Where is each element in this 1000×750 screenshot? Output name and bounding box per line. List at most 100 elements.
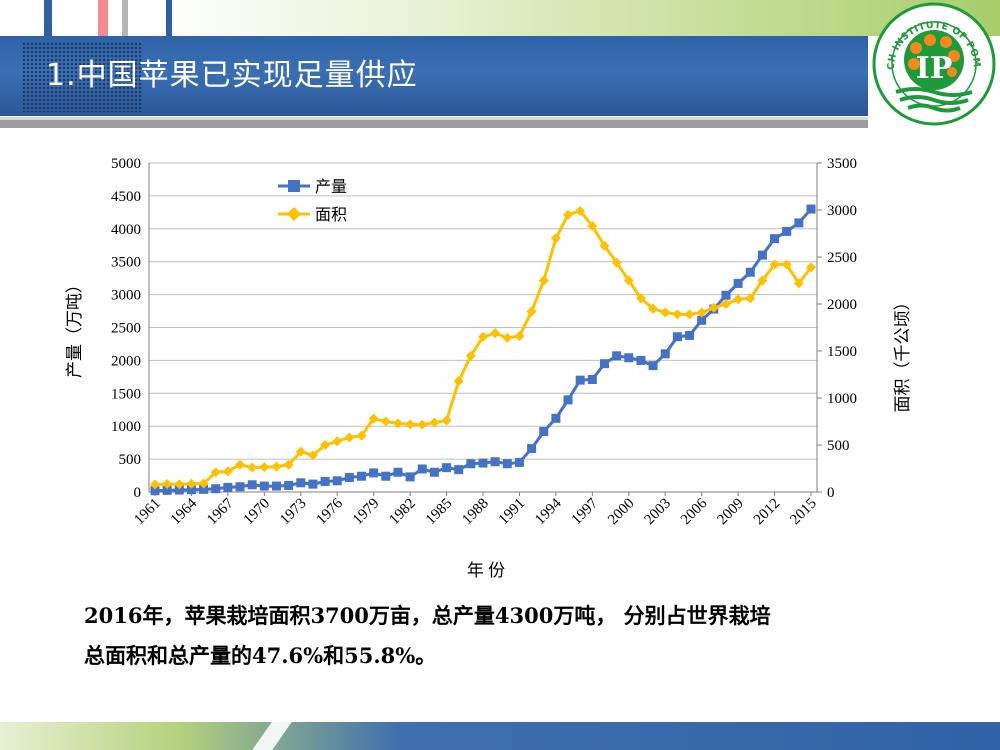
y-right-tick-label: 0 xyxy=(827,485,835,501)
production-point xyxy=(174,485,184,495)
y-right-tick-label: 500 xyxy=(827,438,850,454)
area-line xyxy=(154,209,813,486)
production-point xyxy=(454,465,464,475)
area-point xyxy=(283,459,294,470)
production-point xyxy=(660,349,670,359)
area-point xyxy=(332,436,343,447)
production-point xyxy=(502,459,512,469)
production-point xyxy=(539,426,549,436)
production-point xyxy=(466,459,476,469)
area-point xyxy=(465,350,476,361)
area-point xyxy=(186,478,197,489)
production-point xyxy=(442,463,452,473)
y-left-tick-label: 5000 xyxy=(111,156,141,172)
caption-line: 总面积和总产量的47.6%和55.8%。 xyxy=(84,643,437,668)
production-point xyxy=(332,476,342,486)
production-point xyxy=(514,457,524,467)
y-left-tick-label: 1000 xyxy=(111,419,141,435)
area-point xyxy=(162,479,173,490)
production-point xyxy=(599,359,609,369)
area-point xyxy=(307,450,318,461)
production-point xyxy=(733,278,743,288)
production-point xyxy=(259,481,269,491)
x-tick-label: 2006 xyxy=(678,495,711,528)
area-point xyxy=(502,332,513,343)
area-point xyxy=(611,257,622,268)
area-point xyxy=(210,467,221,478)
production-point xyxy=(308,479,318,489)
production-point xyxy=(527,444,537,454)
y-left-tick-label: 3000 xyxy=(111,288,141,304)
x-tick-label: 1991 xyxy=(496,496,529,529)
top-stripe xyxy=(98,0,108,36)
production-point xyxy=(757,250,767,260)
area-point xyxy=(720,299,731,309)
y-left-tick-label: 0 xyxy=(134,485,142,501)
y-left-tick-label: 4000 xyxy=(111,222,141,238)
y-right-tick-label: 1000 xyxy=(827,391,857,407)
area-point xyxy=(174,479,185,490)
gridlines xyxy=(149,162,817,493)
area-point xyxy=(356,430,367,441)
production-point xyxy=(587,374,597,384)
x-tick-label: 2009 xyxy=(714,496,747,529)
area-point xyxy=(708,302,719,313)
production-point xyxy=(296,478,306,488)
area-point xyxy=(198,478,209,489)
production-point xyxy=(271,481,281,491)
x-tick-label: 1985 xyxy=(423,496,456,529)
y-left-tick-label: 2000 xyxy=(111,353,141,369)
production-point xyxy=(636,355,646,365)
area-point xyxy=(599,240,610,251)
x-tick-label: 1979 xyxy=(350,496,383,529)
title-dot-pattern xyxy=(22,42,142,112)
y-left-tick-label: 2500 xyxy=(111,321,141,337)
production-point xyxy=(612,351,622,361)
production-point xyxy=(794,218,804,228)
area-point xyxy=(344,432,355,443)
y-right-tick-label: 2500 xyxy=(827,250,857,266)
x-tick-label: 1997 xyxy=(569,495,602,528)
production-point xyxy=(199,484,209,494)
area-point xyxy=(526,306,537,317)
x-axis-label: 年 份 xyxy=(467,561,505,580)
page-title: 1.中国苹果已实现足量供应 xyxy=(46,58,418,93)
area-point xyxy=(368,413,379,424)
legend-marker-production xyxy=(288,180,300,192)
production-point xyxy=(551,413,561,423)
legend-marker-area xyxy=(287,207,301,221)
divider xyxy=(0,117,868,120)
area-point xyxy=(538,275,549,286)
production-point xyxy=(211,484,221,494)
production-point xyxy=(770,234,780,244)
production-point xyxy=(186,485,196,495)
production-point xyxy=(563,395,573,405)
area-point xyxy=(563,209,574,220)
production-point xyxy=(745,267,755,277)
y-left-tick-label: 1500 xyxy=(111,386,141,402)
x-tick-label: 2015 xyxy=(787,496,820,529)
top-stripe xyxy=(44,0,52,36)
x-tick-label: 2012 xyxy=(751,496,784,529)
area-point xyxy=(417,419,428,430)
production-point xyxy=(806,204,816,214)
area-point xyxy=(490,328,501,339)
area-point xyxy=(806,262,816,273)
production-point xyxy=(478,458,488,468)
area-point xyxy=(429,417,440,428)
production-point xyxy=(369,468,379,478)
production-point xyxy=(247,480,257,490)
production-line xyxy=(154,208,813,493)
area-point xyxy=(660,307,671,318)
production-point xyxy=(575,375,585,385)
area-point xyxy=(320,440,331,450)
area-point xyxy=(769,259,780,270)
area-point xyxy=(623,275,634,286)
area-point xyxy=(514,330,525,341)
area-point xyxy=(392,418,403,429)
legend: 产量 面积 xyxy=(278,178,347,224)
area-point xyxy=(405,419,416,430)
institute-logo: THE RESEARCH INSTITUTE OF POMOLOGY CAAS … xyxy=(868,0,996,126)
divider xyxy=(0,120,868,128)
